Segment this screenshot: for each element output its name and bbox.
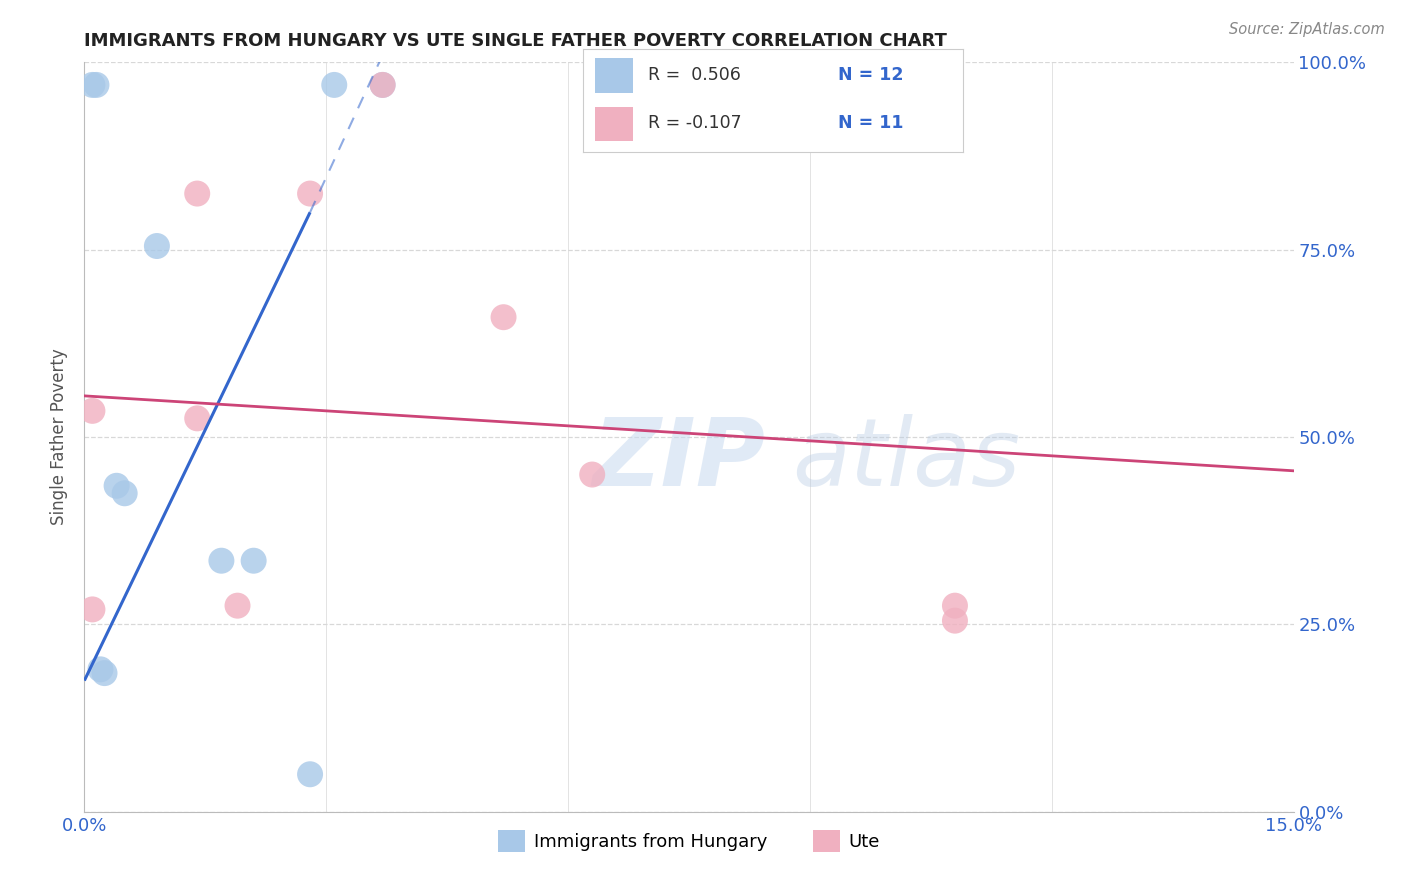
Point	[371, 78, 394, 92]
Point	[82, 404, 104, 418]
Point	[242, 554, 264, 568]
Text: IMMIGRANTS FROM HUNGARY VS UTE SINGLE FATHER POVERTY CORRELATION CHART: IMMIGRANTS FROM HUNGARY VS UTE SINGLE FA…	[84, 32, 948, 50]
Y-axis label: Single Father Poverty: Single Father Poverty	[51, 349, 69, 525]
Point	[371, 78, 394, 92]
Bar	[595, 106, 633, 141]
Point	[89, 662, 111, 676]
Point	[299, 767, 322, 781]
Point	[93, 666, 115, 681]
Text: atlas: atlas	[792, 414, 1019, 505]
Point	[186, 186, 208, 201]
Point	[492, 310, 515, 325]
Point	[943, 614, 966, 628]
Bar	[595, 58, 633, 93]
Point	[581, 467, 603, 482]
Point	[226, 599, 249, 613]
Legend: Immigrants from Hungary, Ute: Immigrants from Hungary, Ute	[491, 822, 887, 859]
Point	[186, 411, 208, 425]
Point	[114, 486, 136, 500]
Point	[209, 554, 232, 568]
Text: N = 12: N = 12	[838, 66, 903, 84]
Point	[943, 599, 966, 613]
Point	[82, 602, 104, 616]
Text: N = 11: N = 11	[838, 114, 903, 132]
Point	[86, 78, 108, 92]
Point	[323, 78, 346, 92]
Text: R =  0.506: R = 0.506	[648, 66, 741, 84]
Point	[299, 186, 322, 201]
Text: ZIP: ZIP	[592, 414, 765, 506]
Text: Source: ZipAtlas.com: Source: ZipAtlas.com	[1229, 22, 1385, 37]
Text: R = -0.107: R = -0.107	[648, 114, 741, 132]
Point	[82, 78, 104, 92]
Point	[146, 239, 169, 253]
Point	[105, 479, 128, 493]
